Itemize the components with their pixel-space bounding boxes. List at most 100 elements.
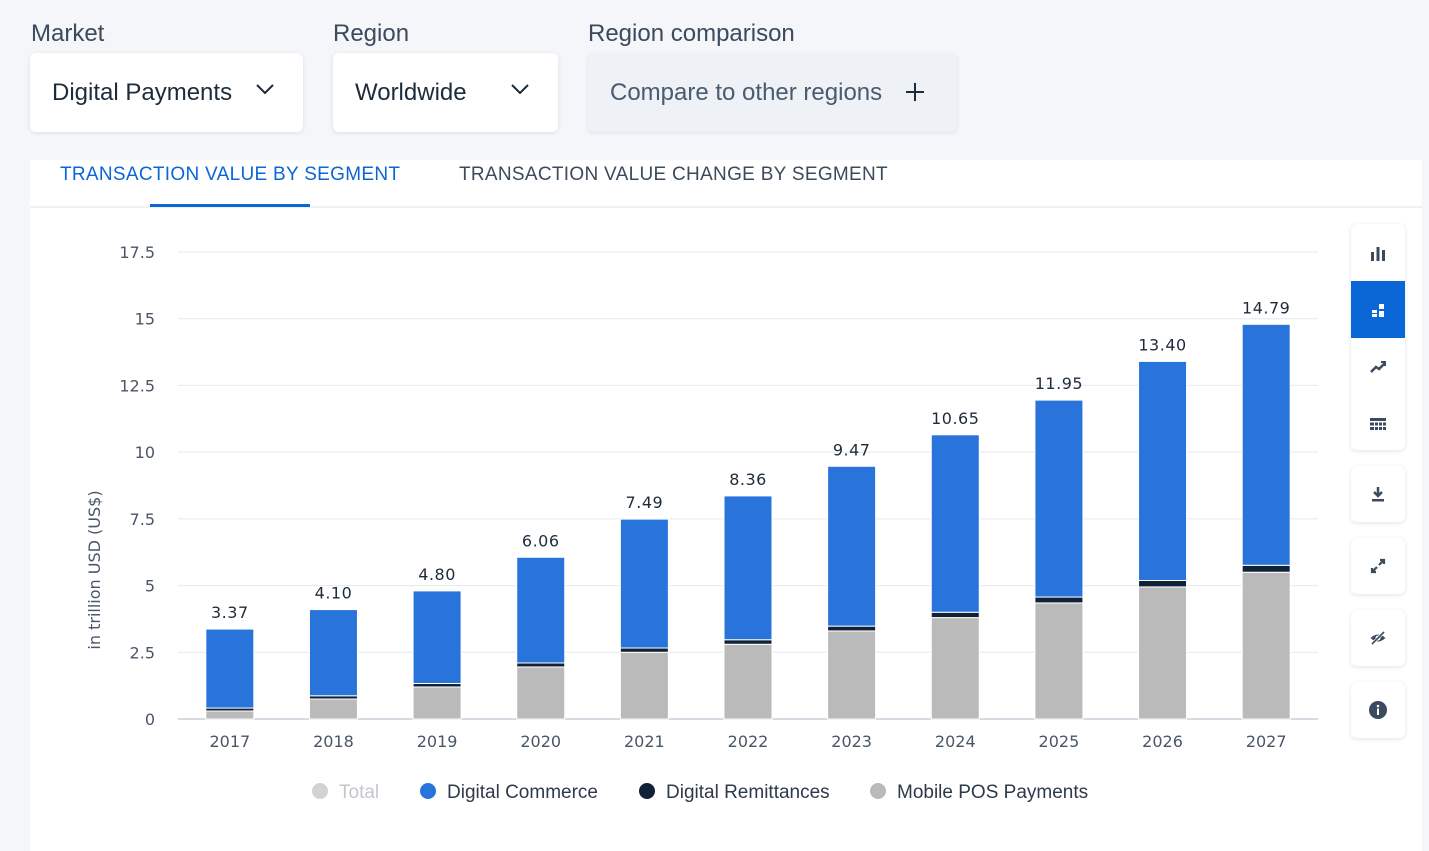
bar-stack[interactable] bbox=[619, 518, 669, 720]
digital-commerce-bar[interactable] bbox=[827, 465, 877, 627]
download-icon bbox=[1372, 487, 1384, 502]
bar-stack[interactable] bbox=[723, 495, 773, 720]
info-button-inner[interactable] bbox=[1351, 682, 1405, 738]
digital-commerce-bar[interactable] bbox=[723, 495, 773, 641]
market-select[interactable]: Digital Payments bbox=[30, 53, 303, 132]
table-icon bbox=[1370, 417, 1386, 430]
active-tab-indicator bbox=[150, 204, 310, 207]
chart-type-switcher bbox=[1351, 224, 1405, 450]
y-tick-label: 5 bbox=[145, 577, 155, 596]
digital-remittances-bar[interactable] bbox=[412, 683, 462, 688]
x-tick-label: 2027 bbox=[1246, 732, 1287, 751]
mobile-pos-bar[interactable] bbox=[827, 630, 877, 720]
digital-remittances-bar[interactable] bbox=[930, 611, 980, 619]
region-label: Region bbox=[333, 20, 410, 47]
mobile-pos-bar[interactable] bbox=[412, 686, 462, 720]
total-data-label: 9.47 bbox=[833, 440, 871, 459]
legend-item[interactable]: Mobile POS Payments bbox=[870, 782, 1088, 803]
bar-stack[interactable] bbox=[205, 628, 255, 720]
bar-stack[interactable] bbox=[827, 465, 877, 720]
market-value: Digital Payments bbox=[52, 78, 233, 106]
bar-stack[interactable] bbox=[1034, 399, 1084, 720]
digital-commerce-bar[interactable] bbox=[1241, 323, 1291, 566]
digital-remittances-bar[interactable] bbox=[1241, 564, 1291, 573]
x-tick-label: 2023 bbox=[831, 732, 872, 751]
legend-marker bbox=[312, 783, 328, 799]
bar-stack[interactable] bbox=[308, 609, 358, 720]
bar-stack[interactable] bbox=[516, 556, 566, 720]
total-data-label: 8.36 bbox=[729, 470, 767, 489]
stacked-bar-chart: 3.37 4.10 4.80 6.06 7.49 8.36 9.47 10.65 11.95 13… bbox=[85, 243, 1318, 803]
x-tick-label: 2017 bbox=[209, 732, 250, 751]
mobile-pos-bar[interactable] bbox=[619, 651, 669, 720]
mobile-pos-bar[interactable] bbox=[930, 617, 980, 720]
region-value: Worldwide bbox=[355, 78, 467, 106]
bar-chart-icon bbox=[1371, 246, 1385, 261]
plus-icon bbox=[906, 83, 924, 101]
digital-commerce-bar[interactable] bbox=[205, 628, 255, 709]
legend-item[interactable]: Total bbox=[312, 782, 379, 803]
mobile-pos-bar[interactable] bbox=[1034, 602, 1084, 720]
bar-chart-button[interactable] bbox=[1351, 224, 1405, 281]
digital-commerce-bar[interactable] bbox=[412, 590, 462, 685]
bar-stack[interactable] bbox=[412, 590, 462, 720]
total-data-label: 7.49 bbox=[626, 493, 664, 512]
market-label: Market bbox=[31, 20, 105, 47]
mobile-pos-bar[interactable] bbox=[205, 710, 255, 720]
mobile-pos-bar[interactable] bbox=[1138, 586, 1188, 720]
comparison-label: Region comparison bbox=[588, 20, 795, 47]
info-icon bbox=[1369, 701, 1387, 719]
total-data-label: 4.80 bbox=[418, 565, 456, 584]
line-chart-button[interactable] bbox=[1351, 338, 1405, 395]
tab-bar: TRANSACTION VALUE BY SEGMENT TRANSACTION… bbox=[30, 160, 1422, 208]
digital-commerce-bar[interactable] bbox=[1138, 360, 1188, 582]
y-tick-label: 0 bbox=[145, 710, 155, 729]
x-tick-label: 2026 bbox=[1142, 732, 1183, 751]
digital-remittances-bar[interactable] bbox=[1138, 580, 1188, 588]
table-button[interactable] bbox=[1351, 395, 1405, 450]
digital-remittances-bar[interactable] bbox=[1034, 596, 1084, 604]
mobile-pos-bar[interactable] bbox=[516, 666, 566, 720]
x-tick-label: 2018 bbox=[313, 732, 354, 751]
y-tick-label: 10 bbox=[135, 443, 155, 462]
digital-remittances-bar[interactable] bbox=[619, 647, 669, 653]
total-data-label: 3.37 bbox=[211, 603, 249, 622]
legend-item[interactable]: Digital Commerce bbox=[420, 782, 598, 803]
digital-remittances-bar[interactable] bbox=[516, 662, 566, 668]
hide-button-inner[interactable] bbox=[1351, 610, 1405, 666]
digital-commerce-bar[interactable] bbox=[619, 518, 669, 649]
download-button-inner[interactable] bbox=[1351, 466, 1405, 522]
fullscreen-button-inner[interactable] bbox=[1351, 538, 1405, 594]
digital-commerce-bar[interactable] bbox=[516, 556, 566, 664]
tab-transaction-value[interactable]: TRANSACTION VALUE BY SEGMENT bbox=[60, 164, 401, 185]
bar-stack[interactable] bbox=[1138, 360, 1188, 720]
mobile-pos-bar[interactable] bbox=[308, 698, 358, 720]
download-button[interactable] bbox=[1351, 466, 1405, 522]
stacked-bar-chart-button[interactable] bbox=[1351, 281, 1405, 338]
info-button[interactable] bbox=[1351, 682, 1405, 738]
digital-commerce-bar[interactable] bbox=[308, 609, 358, 697]
hide-button[interactable] bbox=[1351, 610, 1405, 666]
digital-remittances-bar[interactable] bbox=[723, 639, 773, 645]
chevron-down-icon bbox=[511, 84, 529, 95]
mobile-pos-bar[interactable] bbox=[1241, 571, 1291, 720]
fullscreen-button[interactable] bbox=[1351, 538, 1405, 594]
y-tick-label: 12.5 bbox=[119, 376, 155, 395]
legend-label: Digital Remittances bbox=[666, 782, 830, 803]
mobile-pos-bar[interactable] bbox=[723, 643, 773, 720]
fullscreen-icon bbox=[1370, 558, 1386, 574]
x-tick-label: 2024 bbox=[935, 732, 976, 751]
digital-remittances-bar[interactable] bbox=[827, 625, 877, 632]
x-tick-label: 2019 bbox=[417, 732, 458, 751]
line-chart-icon bbox=[1370, 360, 1386, 373]
region-select[interactable]: Worldwide bbox=[333, 53, 558, 132]
y-axis-label: in trillion USD (US$) bbox=[85, 490, 104, 649]
compare-regions-button[interactable]: Compare to other regions bbox=[588, 53, 957, 132]
bar-stack[interactable] bbox=[1241, 323, 1291, 720]
digital-commerce-bar[interactable] bbox=[1034, 399, 1084, 598]
x-tick-label: 2020 bbox=[520, 732, 561, 751]
tab-transaction-value-change[interactable]: TRANSACTION VALUE CHANGE BY SEGMENT bbox=[459, 164, 888, 185]
legend-item[interactable]: Digital Remittances bbox=[639, 782, 830, 803]
bar-stack[interactable] bbox=[930, 434, 980, 720]
digital-commerce-bar[interactable] bbox=[930, 434, 980, 613]
